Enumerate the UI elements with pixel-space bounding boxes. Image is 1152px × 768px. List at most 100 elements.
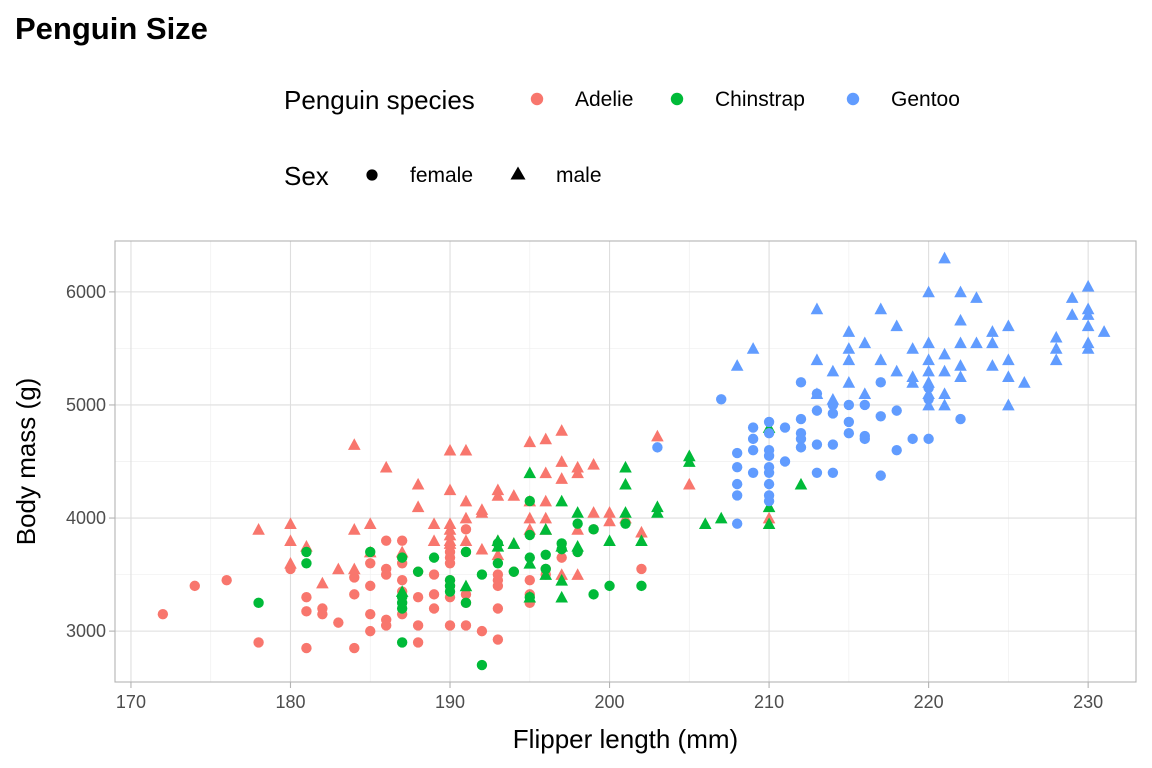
point-adelie-female: [381, 569, 392, 580]
point-adelie-male: [252, 523, 265, 535]
point-gentoo-male: [1002, 370, 1015, 383]
point-gentoo-male: [922, 285, 935, 298]
point-chinstrap-male: [619, 460, 632, 473]
point-chinstrap-male: [459, 579, 473, 592]
point-chinstrap-female: [588, 589, 599, 600]
point-gentoo-male: [922, 336, 935, 349]
point-adelie-female: [301, 606, 312, 617]
point-gentoo-male: [842, 376, 856, 388]
x-tick-label: 170: [116, 692, 146, 712]
point-gentoo-female: [891, 444, 902, 456]
x-tick-label: 180: [275, 692, 305, 712]
point-gentoo-male: [970, 291, 983, 303]
point-adelie-male: [683, 477, 696, 490]
point-chinstrap-female: [412, 566, 424, 577]
point-chinstrap-female: [636, 580, 647, 592]
y-axis-title: Body mass (g): [11, 378, 41, 546]
legend-key-gentoo: [846, 92, 860, 106]
point-gentoo-male: [810, 302, 824, 315]
point-adelie-female: [253, 637, 264, 648]
point-adelie-female: [524, 575, 535, 586]
point-adelie-male: [587, 458, 600, 470]
point-adelie-male: [284, 517, 297, 530]
point-chinstrap-male: [571, 540, 584, 552]
point-adelie-female: [157, 608, 169, 620]
point-gentoo-male: [1049, 330, 1063, 343]
point-chinstrap-male: [698, 517, 712, 530]
point-adelie-female: [396, 535, 408, 546]
point-chinstrap-male: [651, 506, 664, 518]
point-gentoo-female: [731, 478, 743, 490]
point-adelie-male: [491, 548, 505, 561]
point-chinstrap-male: [523, 556, 537, 569]
point-gentoo-female: [891, 405, 902, 416]
point-gentoo-female: [827, 439, 839, 450]
point-gentoo-male: [1049, 353, 1063, 366]
point-gentoo-male: [954, 285, 967, 298]
point-adelie-male: [347, 438, 361, 450]
point-adelie-male: [475, 542, 489, 555]
point-adelie-male: [443, 537, 457, 549]
point-adelie-female: [428, 569, 440, 580]
point-gentoo-female: [875, 377, 886, 388]
point-adelie-female: [349, 642, 360, 654]
point-adelie-male: [571, 466, 584, 479]
point-chinstrap-female: [604, 580, 615, 592]
point-adelie-female: [301, 591, 312, 603]
x-tick-label: 190: [435, 692, 465, 712]
point-chinstrap-male: [539, 568, 553, 580]
point-chinstrap-female: [396, 603, 408, 614]
y-tick-label: 5000: [66, 395, 106, 415]
point-gentoo-male: [826, 364, 840, 377]
point-gentoo-male: [954, 359, 967, 371]
point-gentoo-male: [954, 336, 967, 349]
point-gentoo-female: [795, 442, 807, 453]
point-adelie-female: [460, 589, 472, 600]
legend-label-male: male: [556, 164, 602, 187]
point-gentoo-female: [731, 518, 743, 529]
y-tick-label: 4000: [66, 508, 106, 528]
point-adelie-female: [492, 634, 504, 645]
point-adelie-female: [365, 558, 376, 569]
point-adelie-male: [491, 489, 505, 501]
point-gentoo-male: [922, 376, 935, 388]
legend-key-female: [366, 169, 378, 181]
point-chinstrap-male: [555, 590, 568, 603]
point-adelie-male: [411, 500, 425, 513]
legend-title-species: Penguin species: [284, 85, 475, 115]
point-gentoo-male: [858, 387, 872, 400]
point-chinstrap-female: [301, 546, 312, 558]
point-chinstrap-male: [571, 506, 584, 518]
point-gentoo-male: [842, 342, 856, 354]
point-chinstrap-female: [492, 558, 504, 569]
point-adelie-male: [523, 511, 537, 524]
legend-label-female: female: [410, 164, 473, 187]
x-axis: 170 180 190 200 210 220 230: [116, 682, 1103, 712]
point-gentoo-male: [986, 325, 999, 337]
point-adelie-female: [460, 620, 472, 631]
point-chinstrap-female: [460, 597, 472, 609]
point-gentoo-female: [843, 416, 855, 428]
point-adelie-female: [317, 608, 328, 620]
point-adelie-male: [587, 506, 600, 518]
point-gentoo-female: [795, 413, 807, 425]
point-chinstrap-female: [508, 566, 520, 577]
point-chinstrap-female: [620, 518, 631, 529]
point-gentoo-female: [859, 399, 870, 411]
point-adelie-male: [332, 562, 345, 575]
point-adelie-female: [365, 608, 376, 620]
point-adelie-female: [365, 625, 376, 637]
point-gentoo-male: [1081, 342, 1095, 354]
point-adelie-male: [571, 568, 584, 580]
legend-key-adelie: [530, 92, 544, 106]
point-gentoo-female: [875, 411, 886, 422]
point-gentoo-female: [731, 461, 743, 473]
point-chinstrap-female: [396, 637, 408, 648]
point-gentoo-female: [763, 478, 775, 490]
point-gentoo-male: [810, 353, 824, 366]
point-adelie-female: [301, 642, 312, 654]
point-adelie-male: [347, 562, 361, 575]
point-gentoo-male: [874, 302, 888, 315]
point-adelie-male: [363, 517, 377, 530]
